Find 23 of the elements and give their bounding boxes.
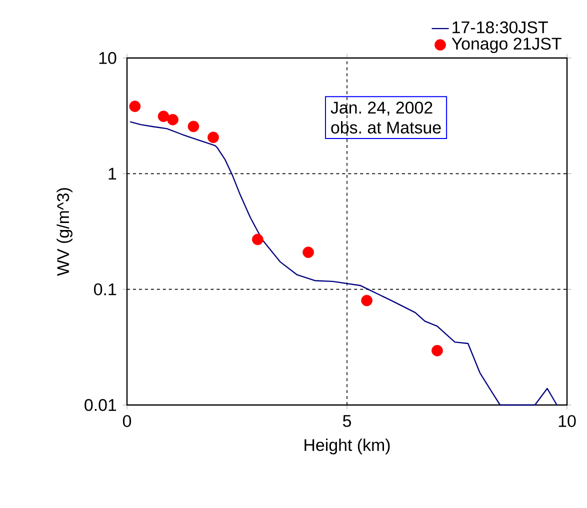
- annotation: Jan. 24, 2002: [330, 102, 432, 116]
- point: [188, 120, 200, 132]
- x-axis-title: Height (km): [304, 438, 390, 454]
- point: [167, 114, 178, 126]
- point: [252, 234, 264, 246]
- point: [158, 110, 170, 122]
- y-tick-label: 0.1: [94, 283, 116, 296]
- y-axis-title: WV (g/m^3): [56, 188, 72, 276]
- point: [361, 294, 372, 306]
- point: [129, 100, 141, 112]
- y-tick-label: 10: [99, 52, 116, 64]
- y-tick-label: 1: [108, 168, 116, 180]
- legend-label: 17-18:30JST: [452, 21, 548, 34]
- y-tick-label: 0.01: [84, 399, 116, 412]
- point: [302, 246, 314, 258]
- legend-label: Yonago 21JST: [452, 38, 562, 54]
- annotation: obs. at Matsue: [331, 121, 441, 134]
- line-series: [129, 121, 558, 406]
- point: [432, 344, 443, 356]
- x-tick-label: 10: [558, 415, 576, 428]
- x-tick-label: 5: [342, 415, 351, 427]
- point: [208, 132, 219, 144]
- x-tick-label: 0: [122, 415, 132, 428]
